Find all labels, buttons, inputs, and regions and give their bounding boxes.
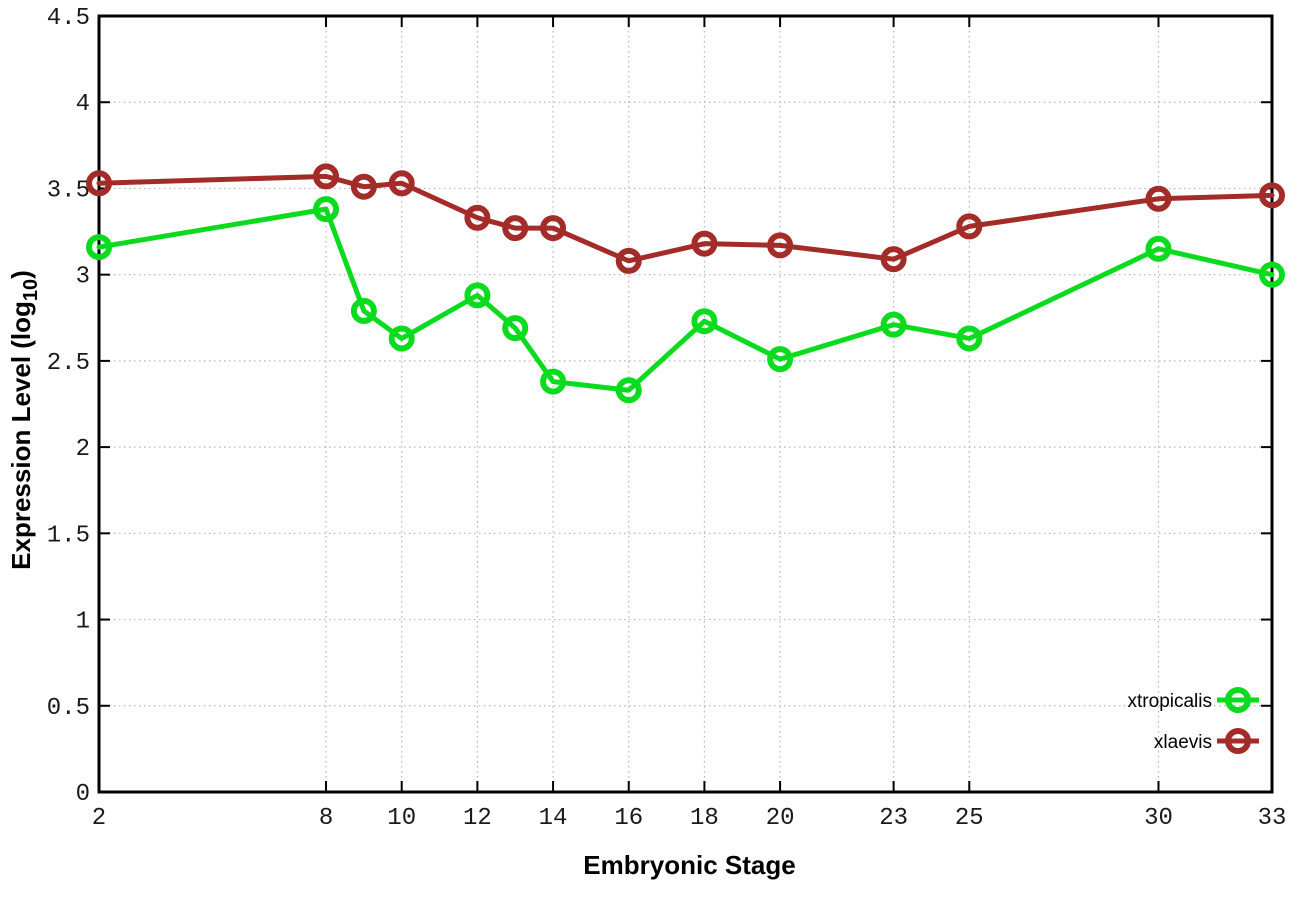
x-tick-label: 20 — [766, 805, 795, 832]
series-xtropicalis-line — [96, 206, 1275, 393]
series-xtropicalis-point-marker — [350, 297, 377, 324]
x-tick-label: 8 — [319, 805, 333, 832]
series-xlaevis-point-marker — [540, 215, 567, 242]
series-xlaevis-point-marker — [1145, 185, 1172, 212]
y-tick-label: 2 — [76, 436, 90, 463]
x-tick-label: 14 — [539, 805, 568, 832]
y-tick-label: 1 — [76, 609, 90, 636]
series-xlaevis-point-marker — [615, 247, 642, 274]
series-xtropicalis-point-marker — [86, 234, 112, 261]
legend-marker-xtropicalis-icon — [1225, 687, 1251, 713]
series-xlaevis-point-marker — [956, 213, 983, 240]
x-tick-label: 23 — [879, 805, 908, 832]
series-xtropicalis-point-marker — [956, 325, 983, 352]
legend-label-xlaevis: xlaevis — [1154, 732, 1212, 753]
y-tick-label: 3.5 — [47, 177, 90, 204]
y-tick-label: 0 — [76, 781, 90, 808]
series-xlaevis-point-marker — [388, 170, 415, 197]
series-xtropicalis-point-marker — [880, 311, 907, 338]
x-tick-label: 2 — [92, 805, 106, 832]
series-xtropicalis-point-marker — [615, 377, 642, 404]
legend-marker-xlaevis-icon — [1225, 728, 1251, 754]
series-xlaevis-point-marker — [1259, 182, 1285, 209]
y-axis-title: Expression Level (log10) — [6, 270, 42, 570]
x-tick-label: 16 — [614, 805, 643, 832]
y-tick-label: 2.5 — [47, 350, 90, 377]
legend-label-xtropicalis: xtropicalis — [1128, 691, 1212, 712]
x-tick-label: 18 — [690, 805, 719, 832]
x-tick-label: 12 — [463, 805, 492, 832]
series-xlaevis-point-marker — [464, 204, 491, 231]
series-xtropicalis-point-marker — [1259, 261, 1285, 288]
series-xtropicalis-point-marker — [540, 368, 567, 395]
series-xlaevis-line — [96, 173, 1275, 264]
series-xtropicalis-point-marker — [1145, 235, 1172, 262]
series-xtropicalis-point-marker — [691, 308, 718, 335]
series-xlaevis-point-marker — [350, 173, 377, 200]
y-tick-label: 1.5 — [47, 522, 90, 549]
y-tick-label: 3 — [76, 264, 90, 291]
x-tick-label: 33 — [1258, 805, 1287, 832]
x-tick-label: 30 — [1144, 805, 1173, 832]
series-xlaevis-point-marker — [313, 163, 340, 190]
series-xlaevis-point-marker — [502, 215, 529, 242]
series-xlaevis-point-marker — [767, 232, 794, 259]
series-xtropicalis-point-marker — [767, 346, 794, 373]
x-axis-title: Embryonic Stage — [583, 850, 795, 880]
y-tick-label: 0.5 — [47, 695, 90, 722]
plot-border — [97, 14, 1274, 794]
x-tick-label: 10 — [387, 805, 416, 832]
series-xtropicalis-point-marker — [502, 315, 529, 342]
y-tick-label: 4.5 — [47, 5, 90, 32]
series-xlaevis-point-marker — [86, 170, 112, 197]
series-xtropicalis-point-marker — [388, 325, 415, 352]
series-xtropicalis-point-marker — [464, 282, 491, 309]
y-tick-label: 4 — [76, 91, 90, 118]
series-xlaevis-point-marker — [880, 246, 907, 273]
series-xlaevis-point-marker — [691, 230, 718, 257]
x-tick-label: 25 — [955, 805, 984, 832]
series-xtropicalis-point-marker — [313, 196, 340, 223]
